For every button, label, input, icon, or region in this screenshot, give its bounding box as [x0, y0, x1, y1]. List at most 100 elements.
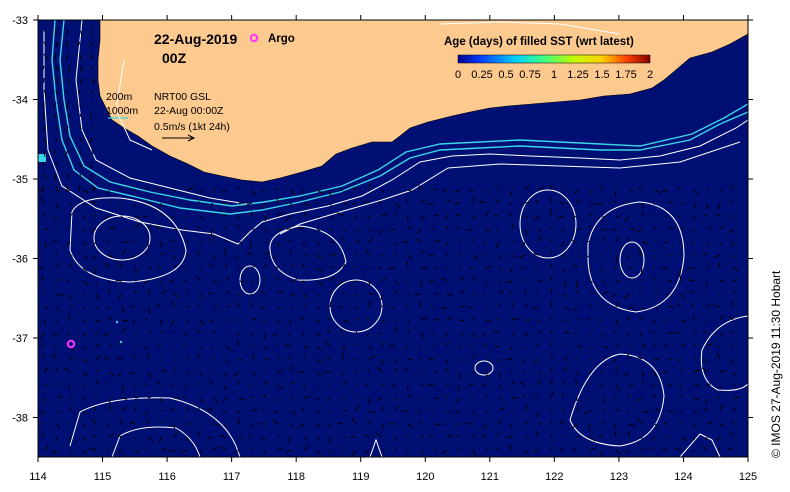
current-vector	[380, 305, 383, 308]
current-vector	[170, 407, 175, 412]
current-vector	[329, 241, 335, 244]
current-vector	[459, 290, 466, 295]
current-vector	[641, 202, 644, 208]
current-vector	[550, 391, 554, 399]
current-vector	[51, 449, 58, 455]
current-vector	[532, 306, 539, 309]
current-vector	[224, 248, 227, 256]
lat-tick-label: -33	[12, 15, 28, 27]
current-vector	[238, 319, 242, 321]
current-vector	[90, 173, 93, 181]
current-vector	[339, 445, 344, 451]
current-vector	[511, 410, 514, 413]
current-vector	[212, 446, 218, 451]
current-vector	[211, 345, 214, 350]
current-vector	[459, 371, 461, 379]
current-vector	[641, 306, 645, 310]
current-vector	[91, 161, 93, 169]
current-vector	[54, 215, 58, 220]
current-vector	[376, 366, 383, 373]
current-vector	[64, 149, 69, 157]
current-vector	[338, 280, 344, 286]
current-vector	[108, 316, 113, 321]
current-vector	[667, 280, 672, 282]
current-vector	[91, 185, 95, 192]
current-vector	[90, 447, 97, 451]
current-vector	[143, 280, 149, 284]
current-vector	[134, 343, 138, 347]
current-vector	[43, 213, 46, 217]
current-vector	[679, 384, 682, 389]
credit-text: © IMOS 27-Aug-2019 11:30 Hobart	[769, 270, 783, 458]
current-vector	[353, 265, 357, 269]
current-vector	[55, 436, 58, 441]
current-vector	[433, 423, 441, 425]
current-vector	[64, 367, 71, 373]
current-vector	[79, 137, 83, 143]
current-vector	[615, 254, 618, 262]
current-vector	[652, 319, 656, 324]
current-vector	[615, 236, 620, 243]
current-vector	[341, 371, 344, 376]
current-vector	[663, 241, 669, 244]
current-vector	[589, 358, 593, 361]
vector-scale-arrowhead	[187, 134, 196, 142]
current-vector	[589, 213, 594, 217]
current-vector	[638, 187, 643, 191]
current-vector	[496, 228, 500, 231]
current-vector	[459, 305, 466, 308]
current-vector	[680, 252, 683, 256]
current-vector	[719, 332, 724, 337]
current-vector	[628, 431, 630, 438]
current-vector	[329, 317, 331, 321]
current-vector	[186, 254, 190, 257]
current-vector	[445, 368, 448, 373]
current-vector	[394, 319, 398, 323]
current-vector	[277, 228, 282, 231]
current-vector	[368, 420, 371, 425]
current-vector	[693, 329, 695, 334]
current-vector	[524, 184, 530, 191]
current-vector	[134, 384, 136, 388]
current-vector	[303, 202, 310, 207]
current-vector	[158, 343, 162, 347]
current-vector	[249, 344, 253, 347]
current-vector	[661, 189, 669, 193]
current-vector	[732, 407, 737, 412]
current-vector	[378, 332, 383, 335]
eddy-contour	[69, 397, 241, 457]
eddy-contour	[619, 241, 645, 279]
current-vector	[589, 370, 593, 373]
current-vector	[550, 366, 553, 373]
current-vector	[69, 397, 73, 400]
current-vector	[82, 332, 87, 337]
current-vector	[602, 280, 607, 285]
current-vector	[394, 368, 398, 373]
current-vector	[43, 41, 47, 47]
current-vector	[134, 449, 138, 453]
current-vector	[667, 201, 673, 204]
current-vector	[614, 200, 617, 204]
bathy-1000m-line	[59, 20, 748, 207]
current-vector	[290, 278, 298, 282]
current-vector	[233, 449, 240, 454]
current-vector	[65, 41, 69, 47]
current-vector	[52, 239, 58, 243]
current-vector	[628, 384, 634, 387]
current-vector	[132, 239, 136, 243]
current-vector	[287, 436, 292, 444]
current-vector	[388, 267, 396, 270]
current-vector	[534, 396, 539, 399]
current-vector	[264, 370, 268, 373]
current-vector	[251, 408, 258, 412]
lon-tick-label: 123	[610, 471, 628, 483]
current-vector	[82, 215, 86, 218]
current-vector	[290, 410, 296, 415]
current-vector	[706, 304, 712, 308]
current-vector	[680, 410, 683, 414]
current-vector	[589, 447, 597, 451]
current-vector	[407, 423, 414, 429]
current-vector	[392, 189, 396, 192]
current-vector	[729, 332, 734, 334]
current-vector	[299, 316, 305, 321]
